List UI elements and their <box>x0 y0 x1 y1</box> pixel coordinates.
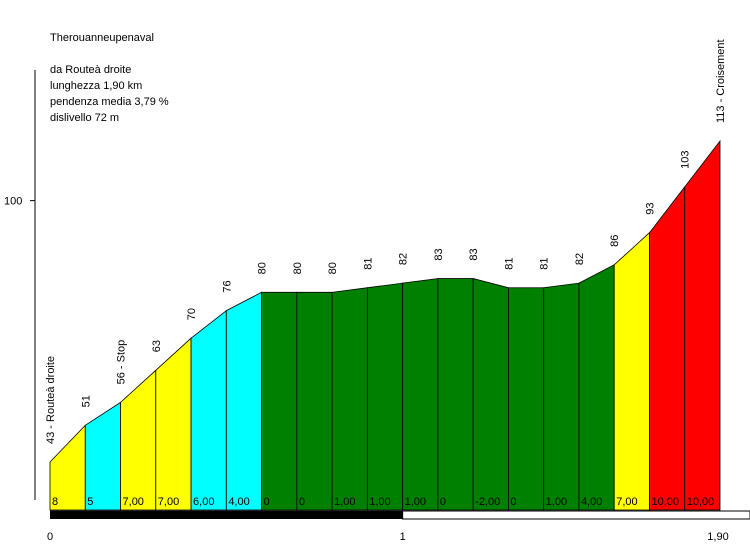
segment-gradient-label: 5 <box>87 496 93 508</box>
profile-segment <box>649 185 686 511</box>
segment-gradient-label: 0 <box>299 496 305 508</box>
altitude-label: 86 <box>609 235 621 247</box>
profile-segment <box>366 282 404 511</box>
altitude-label: 81 <box>362 257 374 269</box>
x-tick-label: 1 <box>400 531 406 543</box>
profile-segment <box>472 278 509 511</box>
profile-segment <box>613 231 650 511</box>
altitude-label: 80 <box>257 262 269 274</box>
altitude-label: 83 <box>433 248 445 260</box>
segment-gradient-label: 7,00 <box>616 496 637 508</box>
altitude-label: 63 <box>151 340 163 352</box>
altitude-label: 103 <box>680 150 692 168</box>
segment-gradient-label: 8 <box>52 496 58 508</box>
altitude-label: 113 - Croisement <box>715 39 727 123</box>
profile-segment <box>437 278 474 511</box>
altitude-label: 56 - Stop <box>116 340 128 385</box>
profile-segment <box>261 291 298 511</box>
altitude-label: 80 <box>327 262 339 274</box>
profile-segment <box>296 291 333 511</box>
profile-segment <box>684 139 721 511</box>
segment-gradient-label: 4,00 <box>228 496 249 508</box>
segment-gradient-label: 10,00 <box>651 496 679 508</box>
profile-segment <box>155 337 192 511</box>
segment-gradient-label: 4,00 <box>581 496 602 508</box>
altitude-label: 83 <box>468 248 480 260</box>
distance-bar-km-block <box>50 511 403 519</box>
profile-info: Therouanneupenaval da Routeà droite lung… <box>50 30 169 126</box>
altitude-label: 82 <box>398 253 410 265</box>
segment-gradient-label: 6,00 <box>193 496 214 508</box>
altitude-label: 76 <box>221 280 233 292</box>
start-point: da Routeà droite <box>50 64 132 76</box>
profile-segment <box>508 287 545 511</box>
segment-gradient-label: 1,00 <box>405 496 426 508</box>
x-tick-label: 1,90 <box>707 531 728 543</box>
segment-gradient-label: 0 <box>264 496 270 508</box>
segment-gradient-label: 10,00 <box>687 496 715 508</box>
profile-segment <box>120 369 157 511</box>
profile-segment <box>331 287 368 511</box>
profile-segment <box>84 401 121 511</box>
segment-gradient-label: 7,00 <box>158 496 179 508</box>
segment-gradient-label: 0 <box>510 496 516 508</box>
y-tick-label: 100 <box>4 196 22 208</box>
segment-gradient-label: 1,00 <box>546 496 567 508</box>
segment-gradient-label: 1,00 <box>334 496 355 508</box>
altitude-label: 93 <box>644 202 656 214</box>
distance-bar-km-block <box>402 510 750 520</box>
x-tick-label: 0 <box>47 531 53 543</box>
altitude-label: 81 <box>503 257 515 269</box>
segment-gradient-label: 0 <box>440 496 446 508</box>
profile-segment <box>190 309 227 511</box>
altitude-label: 70 <box>186 308 198 320</box>
altitude-label: 81 <box>539 257 551 269</box>
segment-gradient-label: -2,00 <box>475 496 500 508</box>
altitude-label: 43 - Routeà droite <box>45 356 57 444</box>
altitude-label: 51 <box>80 395 92 407</box>
climb-length: lunghezza 1,90 km <box>50 80 143 92</box>
elevation-gain: dislivello 72 m <box>50 112 120 124</box>
profile-segment <box>402 278 439 511</box>
altitude-label: 80 <box>292 262 304 274</box>
profile-segment <box>225 291 262 511</box>
climb-name: Therouanneupenaval <box>50 32 154 44</box>
profile-segment <box>543 282 580 511</box>
average-gradient: pendenza media 3,79 % <box>50 96 169 108</box>
altitude-label: 82 <box>574 253 586 265</box>
profile-segment <box>578 264 615 511</box>
segment-gradient-label: 7,00 <box>123 496 144 508</box>
segment-gradient-label: 1,00 <box>369 496 390 508</box>
